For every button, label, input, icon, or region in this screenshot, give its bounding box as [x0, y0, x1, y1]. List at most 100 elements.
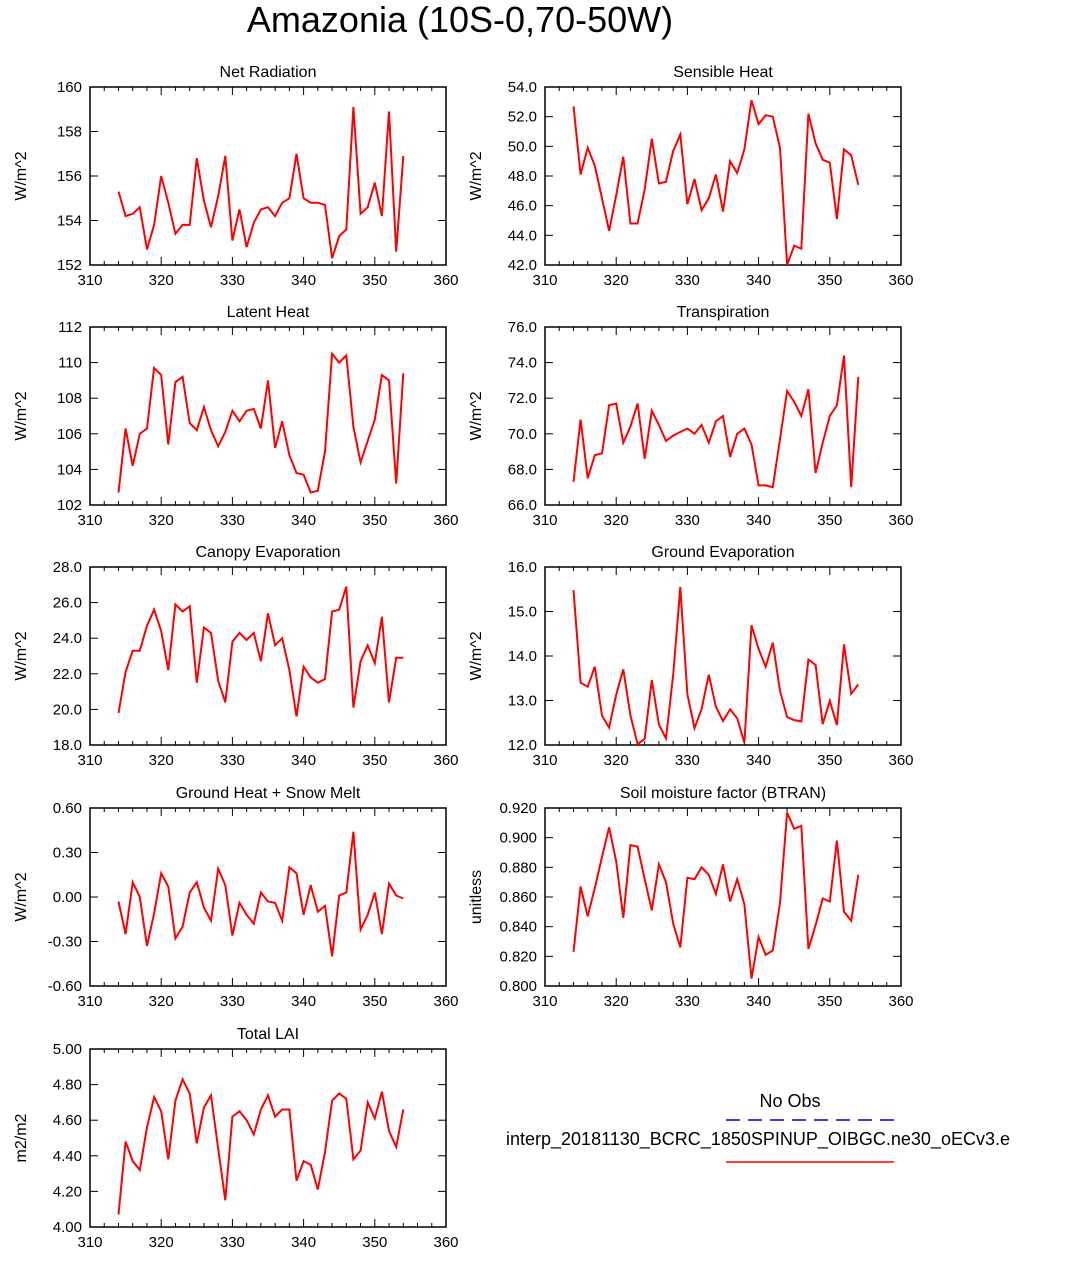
plot-frame: [544, 86, 902, 266]
x-tick-label: 330: [675, 272, 700, 289]
y-tick-label: 24.0: [53, 630, 82, 647]
x-tick-label: 360: [433, 512, 458, 529]
x-tick-label: 310: [532, 272, 557, 289]
y-tick-label: 28.0: [53, 559, 82, 576]
x-tick-label: 330: [220, 993, 245, 1010]
x-tick-label: 320: [604, 993, 629, 1010]
y-tick-label: 4.60: [53, 1112, 82, 1129]
x-tick-label: 340: [291, 752, 316, 769]
x-tick-label: 340: [746, 993, 771, 1010]
chart-panel-3: Latent Heat W/m^2 310 320 330 340 350 360 102 104…: [13, 304, 459, 529]
series-line: [117, 1076, 405, 1215]
y-tick-label: 0.880: [499, 859, 537, 876]
plot-frame: [544, 566, 902, 746]
y-tick-label: 48.0: [508, 168, 537, 185]
chart-title: Ground Evaporation: [651, 544, 794, 561]
y-tick-label: 108: [57, 390, 82, 407]
y-tick-label: 0.840: [499, 919, 537, 936]
plot-frame: [89, 326, 447, 506]
legend-swatches: [726, 1119, 894, 1163]
series-line: [117, 586, 404, 717]
y-tick-label: 0.920: [499, 800, 537, 817]
chart-title: Total LAI: [237, 1026, 299, 1043]
x-tick-label: 310: [77, 993, 102, 1010]
legend-label-model: interp_20181130_BCRC_1850SPINUP_OIBGC.ne…: [506, 1129, 1010, 1149]
x-tick-label: 330: [675, 752, 700, 769]
chart-title: Latent Heat: [227, 304, 310, 321]
y-tick-label: 0.00: [53, 889, 82, 906]
y-tick-label: 26.0: [53, 595, 82, 612]
y-tick-label: 66.0: [508, 497, 537, 514]
y-tick-label: 4.80: [53, 1077, 82, 1094]
y-tick-label: 54.0: [508, 79, 537, 96]
y-tick-label: 12.0: [508, 737, 537, 754]
chart-title: Soil moisture factor (BTRAN): [620, 785, 826, 802]
y-tick-label: 14.0: [508, 648, 537, 665]
x-tick-label: 340: [746, 512, 771, 529]
y-axis-label: m2/m2: [13, 1113, 30, 1162]
x-tick-label: 350: [817, 752, 842, 769]
y-tick-label: 104: [57, 461, 82, 478]
figure-title: Amazonia (10S-0,70-50W): [246, 0, 674, 40]
plot-frame: [89, 807, 447, 987]
chart-panel-2: Sensible Heat W/m^2 310 320 330 340 350 360 42.0…: [468, 64, 914, 289]
y-tick-label: 156: [57, 168, 82, 185]
x-tick-label: 360: [888, 752, 913, 769]
y-tick-label: 0.30: [53, 845, 82, 862]
x-tick-label: 360: [888, 512, 913, 529]
chart-panel-1: Net Radiation W/m^2 310 320 330 340 350 360 152 1…: [13, 64, 459, 289]
chart-panel-4: Transpiration W/m^2 310 320 330 340 350 360 66.0…: [468, 304, 914, 529]
x-tick-label: 340: [291, 1234, 316, 1251]
y-axis-label: W/m^2: [468, 631, 485, 680]
chart-panel-6: Ground Evaporation W/m^2 310 320 330 340 350 36…: [468, 544, 914, 769]
y-axis-label: unitless: [468, 870, 485, 924]
y-tick-label: 0.900: [499, 830, 537, 847]
x-tick-label: 350: [362, 752, 387, 769]
x-tick-label: 320: [149, 993, 174, 1010]
y-tick-label: 72.0: [508, 390, 537, 407]
x-tick-label: 360: [433, 1234, 458, 1251]
x-tick-label: 360: [888, 993, 913, 1010]
x-tick-label: 320: [149, 752, 174, 769]
x-tick-label: 350: [362, 993, 387, 1010]
plot-frame: [544, 807, 902, 987]
x-tick-label: 340: [291, 993, 316, 1010]
legend-label-no-obs: No Obs: [759, 1091, 821, 1111]
chart-panel-9: Total LAI m2/m2 310 320 330 340 350 360 4.00 4.20…: [13, 1026, 459, 1251]
series-line: [117, 106, 405, 259]
x-tick-label: 350: [817, 272, 842, 289]
x-tick-label: 320: [604, 752, 629, 769]
x-tick-label: 310: [77, 272, 102, 289]
x-tick-label: 340: [746, 272, 771, 289]
series-line: [117, 351, 405, 494]
x-tick-label: 310: [77, 1234, 102, 1251]
y-tick-label: 15.0: [508, 604, 537, 621]
chart-title: Sensible Heat: [673, 64, 773, 81]
x-tick-label: 330: [675, 993, 700, 1010]
y-tick-label: 4.40: [53, 1148, 82, 1165]
y-axis-label: W/m^2: [13, 631, 30, 680]
x-tick-label: 330: [220, 272, 245, 289]
y-tick-label: 154: [57, 213, 82, 230]
y-tick-label: 102: [57, 497, 82, 514]
x-tick-label: 320: [149, 512, 174, 529]
y-tick-label: -0.60: [48, 978, 82, 995]
y-axis-label: W/m^2: [468, 391, 485, 440]
x-tick-label: 310: [77, 752, 102, 769]
chart-title: Transpiration: [677, 304, 770, 321]
y-tick-label: 70.0: [508, 426, 537, 443]
x-tick-label: 350: [817, 993, 842, 1010]
y-tick-label: 22.0: [53, 666, 82, 683]
y-tick-label: 106: [57, 426, 82, 443]
x-tick-label: 310: [77, 512, 102, 529]
x-tick-label: 360: [433, 272, 458, 289]
chart-panel-5: Canopy Evaporation W/m^2 310 320 330 340 350 36…: [13, 544, 459, 769]
x-tick-label: 310: [532, 752, 557, 769]
y-axis-label: W/m^2: [13, 872, 30, 921]
y-tick-label: 46.0: [508, 198, 537, 215]
chart-title: Net Radiation: [220, 64, 317, 81]
x-tick-label: 360: [433, 993, 458, 1010]
y-tick-label: 112: [58, 319, 82, 336]
x-tick-label: 350: [362, 512, 387, 529]
